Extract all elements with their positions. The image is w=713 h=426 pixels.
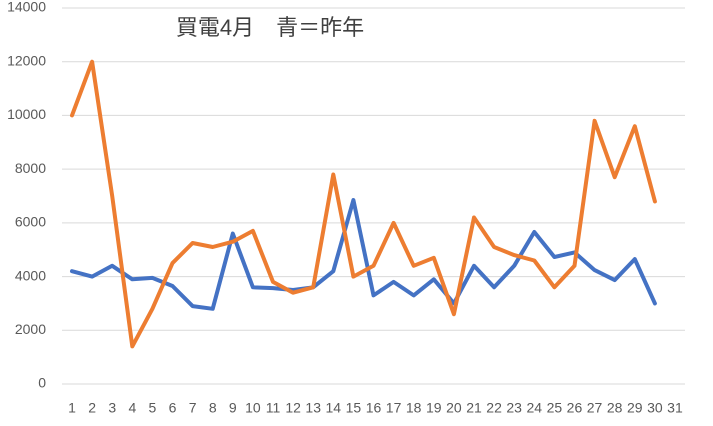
- x-tick-label: 21: [466, 400, 482, 416]
- x-tick-label: 7: [189, 400, 197, 416]
- x-tick-label: 5: [149, 400, 157, 416]
- x-tick-label: 23: [506, 400, 522, 416]
- y-tick-label: 8000: [15, 160, 46, 176]
- y-tick-label: 14000: [7, 0, 46, 15]
- y-tick-label: 0: [38, 375, 46, 391]
- x-tick-label: 24: [526, 400, 542, 416]
- x-tick-label: 11: [266, 400, 281, 416]
- x-tick-label: 18: [406, 400, 422, 416]
- y-tick-label: 6000: [15, 214, 46, 230]
- x-tick-label: 30: [647, 400, 663, 416]
- x-tick-label: 4: [128, 400, 136, 416]
- x-tick-label: 8: [209, 400, 217, 416]
- x-tick-label: 1: [68, 400, 76, 416]
- x-tick-label: 22: [486, 400, 502, 416]
- series-line: [70, 198, 657, 311]
- x-tick-label: 19: [426, 400, 442, 416]
- y-tick-label: 12000: [7, 52, 46, 68]
- x-tick-label: 25: [547, 400, 563, 416]
- x-tick-label: 28: [607, 400, 623, 416]
- y-tick-label: 10000: [7, 106, 46, 122]
- x-tick-label: 17: [386, 400, 402, 416]
- y-tick-label: 4000: [15, 267, 46, 283]
- x-tick-label: 10: [245, 400, 261, 416]
- x-tick-label: 31: [667, 400, 683, 416]
- x-tick-label: 26: [567, 400, 583, 416]
- x-tick-label: 20: [446, 400, 462, 416]
- x-tick-label: 9: [229, 400, 237, 416]
- y-tick-label: 2000: [15, 321, 46, 337]
- x-tick-label: 13: [305, 400, 321, 416]
- x-tick-label: 29: [627, 400, 643, 416]
- x-tick-label: 3: [108, 400, 116, 416]
- x-tick-label: 27: [587, 400, 603, 416]
- x-tick-label: 15: [346, 400, 362, 416]
- x-tick-label: 12: [285, 400, 301, 416]
- series-line: [70, 59, 657, 349]
- x-tick-label: 14: [326, 400, 342, 416]
- x-tick-label: 16: [366, 400, 382, 416]
- x-tick-label: 2: [88, 400, 96, 416]
- x-tick-label: 6: [169, 400, 177, 416]
- chart-title: 買電4月 青＝昨年: [176, 15, 364, 40]
